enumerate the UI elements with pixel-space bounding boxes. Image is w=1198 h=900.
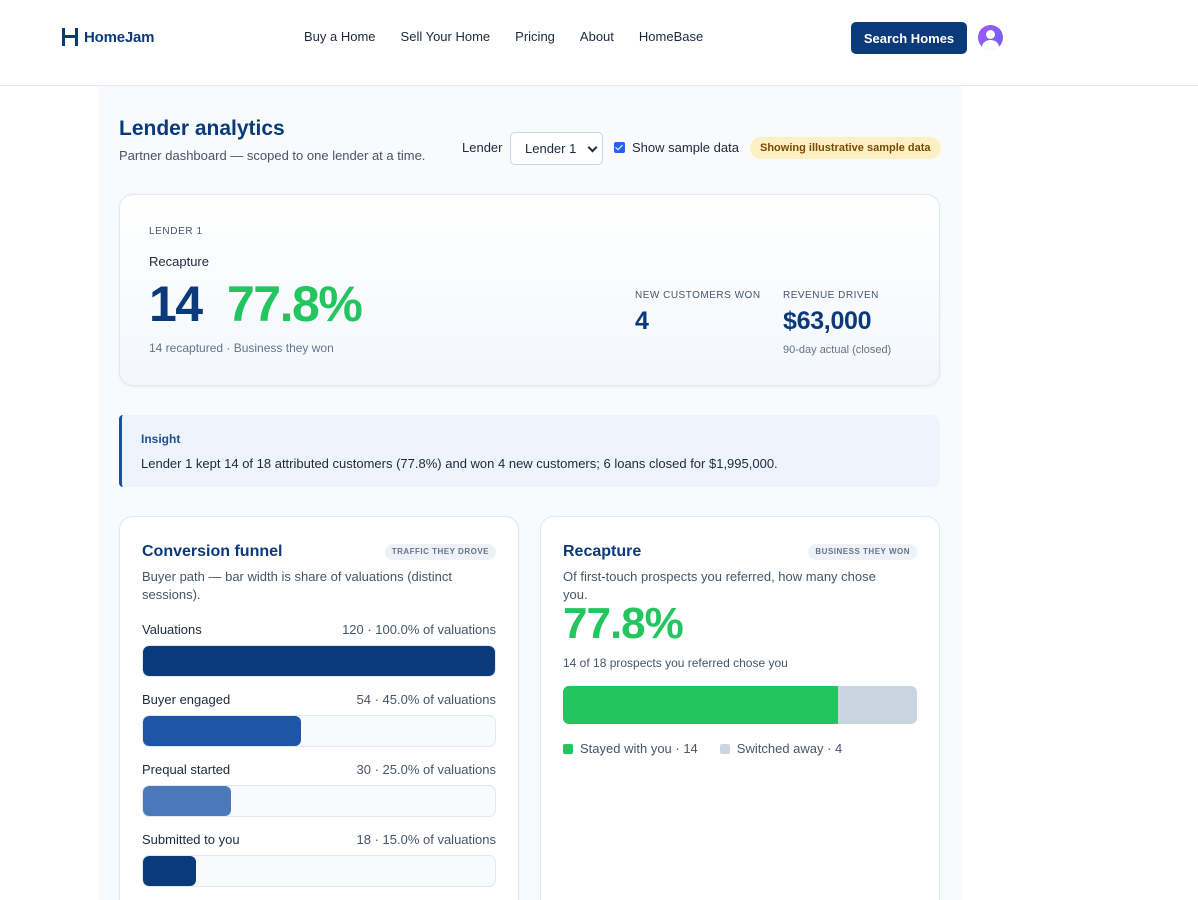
- page-subtitle: Partner dashboard — scoped to one lender…: [119, 148, 426, 163]
- legend-item-stayed: Stayed with you · 14: [563, 741, 698, 756]
- funnel-title: Conversion funnel: [142, 543, 283, 560]
- funnel-bar-fill: [143, 856, 196, 886]
- nav-link-homebase[interactable]: HomeBase: [638, 29, 704, 44]
- recapture-description: Of first-touch prospects you referred, h…: [563, 569, 876, 602]
- legend-item-switched: Switched away · 4: [719, 741, 843, 756]
- recapture-bar-fill: [563, 686, 839, 724]
- avatar-head-shape: [986, 30, 995, 39]
- funnel-bar-track: [142, 785, 496, 817]
- main-nav: Buy a Home Sell Your Home Pricing About …: [304, 29, 703, 44]
- revenue-driven-value: $63,000: [783, 307, 872, 335]
- show-sample-data-label[interactable]: Show sample data: [632, 140, 739, 155]
- funnel-row-label: Valuations: [142, 622, 202, 637]
- avatar-body-shape: [982, 40, 999, 50]
- funnel-description: Buyer path — bar width is share of valua…: [142, 569, 452, 602]
- kpi-recapture-label: Recapture: [149, 254, 209, 269]
- recapture-legend: Stayed with you · 14 Switched away · 4: [563, 741, 842, 756]
- funnel-row-submitted: Submitted to you 18 · 15.0% of valuation…: [142, 832, 496, 900]
- revenue-driven-label: REVENUE DRIVEN: [783, 290, 879, 301]
- funnel-row-label: Prequal started: [142, 762, 231, 777]
- dashboard-main: Lender analytics Partner dashboard — sco…: [98, 86, 962, 900]
- lender-select-value: Lender 1: [525, 141, 577, 156]
- kpi-recapture-rate: 77.8%: [227, 276, 363, 332]
- kpi-summary-card: LENDER 1 Recapture 14 77.8% 14 recapture…: [119, 194, 940, 386]
- funnel-row-value: 18 · 15.0% of valuations: [356, 832, 496, 847]
- funnel-row-value: 54 · 45.0% of valuations: [356, 692, 496, 707]
- kpi-recaptured-count: 14: [149, 276, 203, 332]
- funnel-row-value: 30 · 25.0% of valuations: [356, 762, 496, 777]
- nav-link-pricing[interactable]: Pricing: [515, 29, 555, 44]
- sample-data-badge: Showing illustrative sample data: [750, 137, 941, 159]
- insight-callout: Insight Lender 1 kept 14 of 18 attribute…: [119, 415, 940, 487]
- funnel-bar-track: [142, 715, 496, 747]
- kpi-caption: 14 recaptured · Business they won: [149, 341, 334, 355]
- funnel-row-value: 120 · 100.0% of valuations: [342, 622, 496, 637]
- legend-label-switched: Switched away · 4: [736, 741, 843, 756]
- funnel-bar-fill: [143, 646, 495, 676]
- new-customers-label: NEW CUSTOMERS WON: [635, 290, 761, 301]
- legend-label-stayed: Stayed with you · 14: [580, 741, 698, 756]
- funnel-row-buyer-engaged: Buyer engaged 54 · 45.0% of valuations: [142, 692, 496, 762]
- recapture-title: Recapture: [563, 543, 642, 560]
- top-nav-bar: HomeJam Buy a Home Sell Your Home Pricin…: [0, 0, 1198, 86]
- chevron-down-icon: [587, 142, 598, 153]
- nav-link-buy-a-home[interactable]: Buy a Home: [304, 29, 376, 44]
- funnel-bar-track: [142, 855, 496, 887]
- new-customers-value: 4: [635, 307, 649, 335]
- nav-link-about[interactable]: About: [579, 29, 614, 44]
- recapture-card: Recapture BUSINESS THEY WON Of first-tou…: [540, 516, 940, 900]
- legend-swatch-stayed: [563, 743, 573, 754]
- funnel-badge: TRAFFIC THEY DROVE: [384, 544, 496, 560]
- kpi-lender-name: LENDER 1: [149, 226, 203, 237]
- funnel-row-valuations: Valuations 120 · 100.0% of valuations: [142, 622, 496, 692]
- legend-swatch-switched: [719, 743, 730, 754]
- lender-select-label: Lender: [462, 140, 503, 155]
- recapture-badge: BUSINESS THEY WON: [808, 544, 917, 560]
- funnel-row-label: Submitted to you: [142, 832, 240, 847]
- user-avatar[interactable]: [978, 25, 1003, 50]
- lender-select[interactable]: Lender 1: [510, 132, 603, 165]
- funnel-bar-fill: [143, 716, 302, 746]
- brand-logo[interactable]: HomeJam: [62, 28, 154, 46]
- conversion-funnel-card: Conversion funnel TRAFFIC THEY DROVE Buy…: [119, 516, 519, 900]
- recapture-rate: 77.8%: [563, 599, 684, 648]
- page-title: Lender analytics: [119, 117, 285, 140]
- search-homes-button[interactable]: Search Homes: [851, 22, 967, 54]
- homejam-logo-icon: [62, 28, 78, 46]
- funnel-bar-fill: [143, 786, 231, 816]
- recapture-caption: 14 of 18 prospects you referred chose yo…: [563, 656, 788, 670]
- funnel-rows: Valuations 120 · 100.0% of valuations Bu…: [142, 622, 496, 900]
- recapture-bar-track: [563, 686, 917, 724]
- insight-title: Insight: [141, 432, 181, 446]
- funnel-bar-track: [142, 645, 496, 677]
- revenue-driven-note: 90-day actual (closed): [783, 344, 892, 356]
- funnel-row-label: Buyer engaged: [142, 692, 231, 707]
- nav-link-sell-your-home[interactable]: Sell Your Home: [400, 29, 491, 44]
- funnel-row-prequal-started: Prequal started 30 · 25.0% of valuations: [142, 762, 496, 832]
- brand-name: HomeJam: [84, 28, 155, 46]
- insight-text: Lender 1 kept 14 of 18 attributed custom…: [141, 456, 778, 471]
- show-sample-data-checkbox[interactable]: [614, 142, 625, 153]
